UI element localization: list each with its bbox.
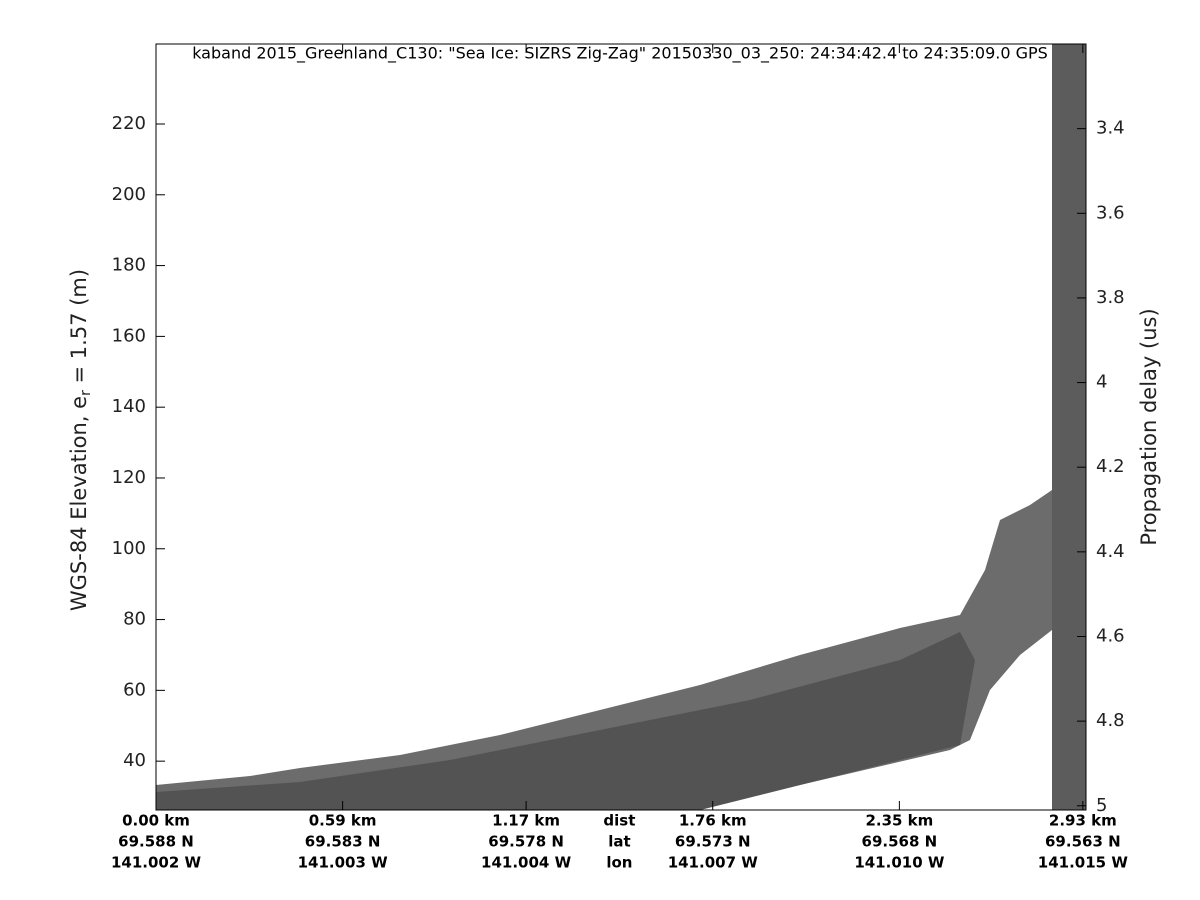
y2-tick-label: 3.4 (1096, 118, 1125, 139)
y2-tick-label: 5 (1096, 795, 1107, 816)
x-tick-label: 1.17 km (492, 812, 560, 830)
y-axis-label: WGS-84 Elevation, er = 1.57 (m) (67, 269, 94, 611)
y-label-after: = 1.57 (m) (67, 269, 91, 390)
x-tick-lon: 141.015 W (1038, 854, 1129, 872)
y2-tick-label: 4.6 (1096, 625, 1125, 646)
x-tick-lon: 141.010 W (854, 854, 945, 872)
chart-title: kaband 2015_Greenland_C130: "Sea Ice: SI… (192, 44, 1048, 64)
y2-tick-label: 3.8 (1096, 287, 1125, 308)
x-tick-label: 1.76 km (679, 812, 747, 830)
y2-axis-label: Propagation delay (us) (1137, 308, 1161, 545)
x-row-label: dist (603, 812, 635, 830)
x-row-label: lat (608, 833, 630, 851)
x-tick-label: 0.00 km (122, 812, 190, 830)
y-label-text: WGS-84 Elevation, e (67, 396, 91, 611)
y-tick-label: 80 (123, 609, 146, 630)
x-tick-lat: 69.568 N (862, 833, 938, 851)
echogram-image (156, 44, 1086, 810)
x-tick-lat: 69.563 N (1045, 833, 1121, 851)
x-tick-lon: 141.003 W (298, 854, 389, 872)
y-tick-label: 220 (112, 113, 146, 134)
y2-tick-label: 4 (1096, 372, 1107, 393)
y-label-subscript: r (78, 390, 94, 396)
x-tick-lat: 69.588 N (118, 833, 194, 851)
y-tick-label: 40 (123, 750, 146, 771)
x-tick-label: 0.59 km (309, 812, 377, 830)
x-tick-lat: 69.573 N (675, 833, 751, 851)
x-tick-lat: 69.578 N (488, 833, 564, 851)
y-tick-label: 100 (112, 538, 146, 559)
y-tick-label: 160 (112, 325, 146, 346)
y2-tick-label: 4.4 (1096, 541, 1125, 562)
y2-tick-label: 4.8 (1096, 710, 1125, 731)
x-tick-lon: 141.002 W (111, 854, 202, 872)
x-tick-lon: 141.004 W (481, 854, 572, 872)
y-tick-label: 200 (112, 184, 146, 205)
y-tick-label: 140 (112, 396, 146, 417)
y2-tick-label: 3.6 (1096, 202, 1125, 223)
x-tick-lat: 69.583 N (305, 833, 381, 851)
axes-box (155, 43, 1087, 811)
x-tick-label: 2.93 km (1049, 812, 1117, 830)
x-tick-lon: 141.007 W (668, 854, 759, 872)
y-tick-label: 60 (123, 679, 146, 700)
x-row-label: lon (606, 854, 632, 872)
y2-tick-label: 4.2 (1096, 456, 1125, 477)
y-tick-label: 180 (112, 255, 146, 276)
y-tick-label: 120 (112, 467, 146, 488)
x-tick-label: 2.35 km (865, 812, 933, 830)
